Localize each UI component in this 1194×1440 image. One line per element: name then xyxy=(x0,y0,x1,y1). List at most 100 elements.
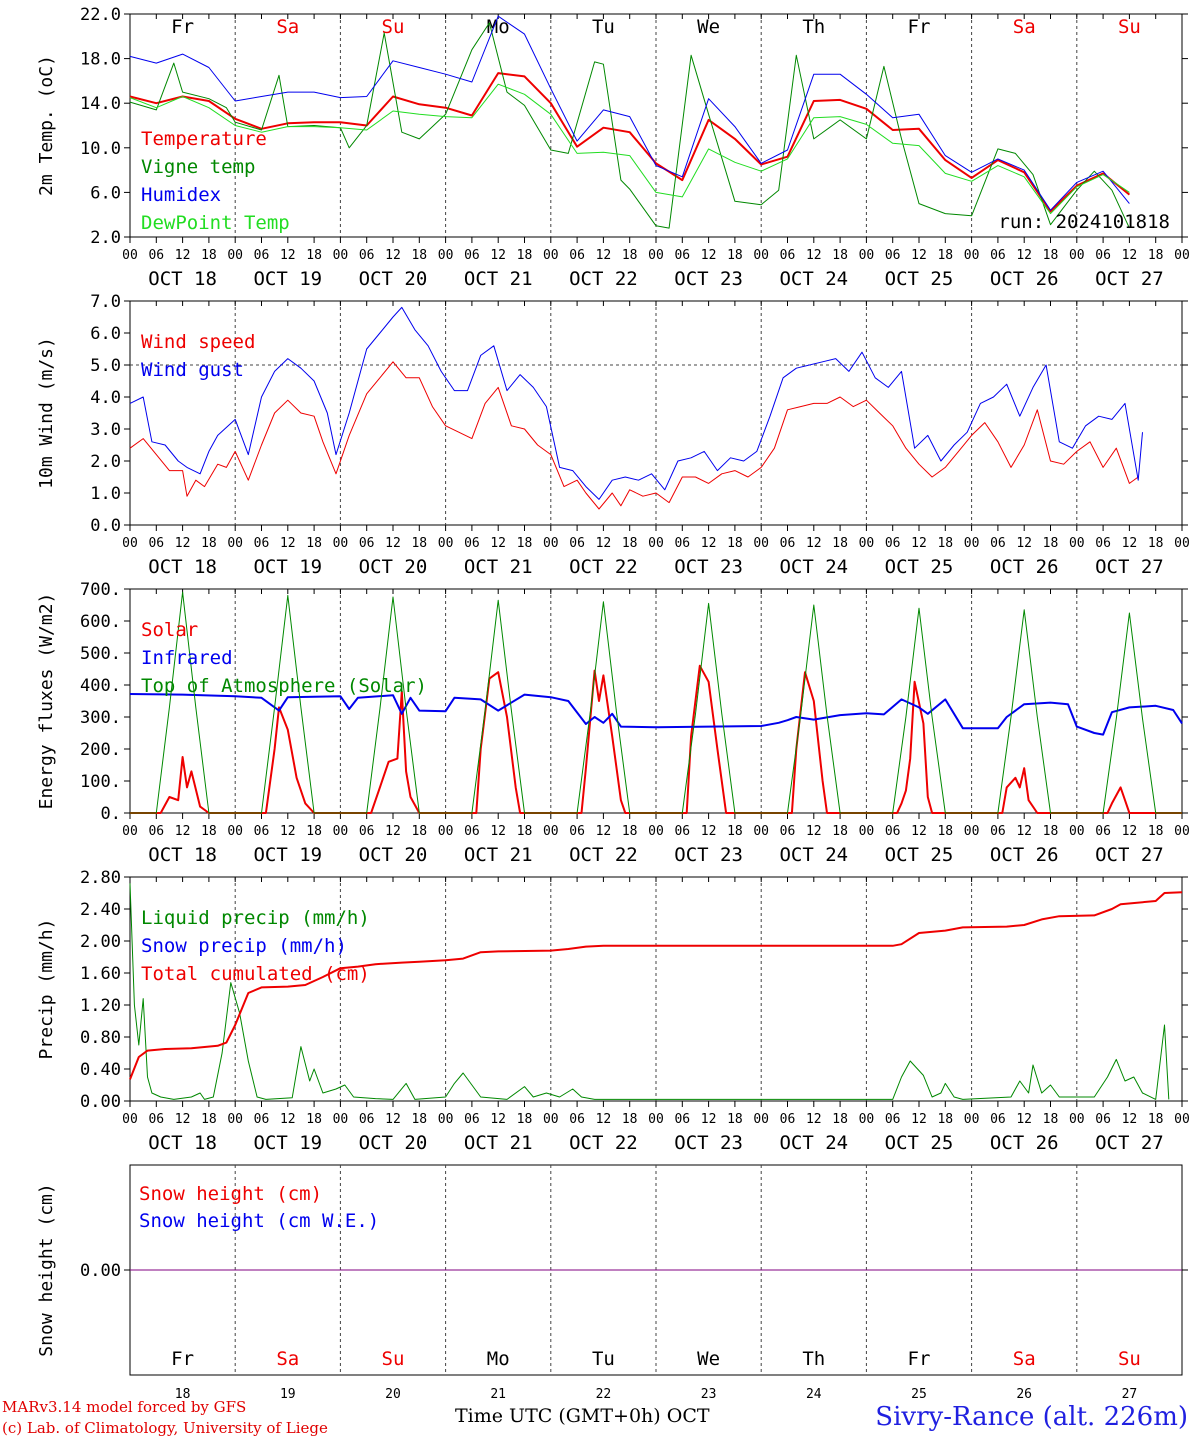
x-tick-label: 12 xyxy=(490,248,506,263)
x-tick-label: 00 xyxy=(333,248,349,263)
x-tick-label: 18 xyxy=(1148,536,1164,551)
x-tick-label: 12 xyxy=(1016,536,1032,551)
x-tick-label: 12 xyxy=(596,248,612,263)
date-number-label: 24 xyxy=(806,1387,822,1400)
x-tick-label: 18 xyxy=(306,824,322,839)
panel-temp: 2.0 6.0 10.0 14.0 18.0 22.0 2m Temp. (oC) 00 06 1… xyxy=(36,5,1190,290)
day-name: Th xyxy=(802,16,825,38)
y-tick-label: 500. xyxy=(80,644,121,664)
panel-wind: 0.0 1.0 2.0 3.0 4.0 5.0 6.0 7.0 10m Wind (m/s) 00… xyxy=(36,292,1190,578)
x-tick-label: 00 xyxy=(333,536,349,551)
y-tick-label: 400. xyxy=(80,676,121,696)
x-tick-label: 12 xyxy=(1016,824,1032,839)
x-tick-label: 06 xyxy=(148,248,164,263)
day-name: Mo xyxy=(487,1348,510,1370)
x-tick-label: 00 xyxy=(1174,824,1190,839)
series-line xyxy=(129,361,1139,510)
date-number-label: 21 xyxy=(490,1387,506,1400)
x-tick-label: 18 xyxy=(1043,1112,1059,1127)
x-tick-label: 06 xyxy=(885,536,901,551)
series-line xyxy=(129,883,1170,1100)
time-axis-label: Time UTC (GMT+0h) OCT xyxy=(455,1405,710,1427)
x-tick-label: 06 xyxy=(990,536,1006,551)
date-label: OCT 22 xyxy=(569,268,638,290)
legend-entry: Vigne temp xyxy=(141,156,255,178)
x-tick-label: 12 xyxy=(701,824,717,839)
x-tick-label: 00 xyxy=(648,248,664,263)
date-label: OCT 21 xyxy=(464,1132,533,1154)
date-label: OCT 20 xyxy=(359,844,428,866)
x-tick-label: 00 xyxy=(543,824,559,839)
x-tick-label: 00 xyxy=(1174,1112,1190,1127)
y-tick-label: 5.0 xyxy=(90,356,121,376)
y-tick-label: 0.40 xyxy=(80,1060,121,1080)
x-tick-label: 00 xyxy=(227,536,243,551)
date-number-label: 20 xyxy=(385,1387,401,1400)
y-tick-label: 7.0 xyxy=(90,292,121,312)
x-tick-label: 00 xyxy=(1069,536,1085,551)
x-tick-label: 00 xyxy=(753,824,769,839)
x-tick-label: 18 xyxy=(1148,248,1164,263)
x-tick-label: 00 xyxy=(648,536,664,551)
date-label: OCT 25 xyxy=(885,1132,954,1154)
run-annotation: run: 2024101818 xyxy=(998,211,1170,233)
x-tick-label: 06 xyxy=(990,824,1006,839)
y-axis-label: 2m Temp. (oC) xyxy=(36,55,57,196)
x-tick-label: 06 xyxy=(674,536,690,551)
x-tick-label: 12 xyxy=(1122,1112,1138,1127)
x-tick-label: 12 xyxy=(385,248,401,263)
y-tick-label: 0. xyxy=(101,804,121,824)
x-tick-label: 00 xyxy=(648,1112,664,1127)
x-tick-label: 18 xyxy=(832,824,848,839)
y-axis-label: 10m Wind (m/s) xyxy=(36,337,57,489)
day-name: Sa xyxy=(1013,1348,1036,1370)
x-tick-label: 18 xyxy=(201,248,217,263)
x-tick-label: 00 xyxy=(1174,248,1190,263)
date-label: OCT 23 xyxy=(674,268,743,290)
x-tick-label: 12 xyxy=(806,248,822,263)
legend-entry: Wind gust xyxy=(141,359,244,381)
x-tick-label: 06 xyxy=(359,536,375,551)
x-tick-label: 00 xyxy=(1069,824,1085,839)
x-tick-label: 06 xyxy=(990,248,1006,263)
x-tick-label: 00 xyxy=(859,248,875,263)
date-label: OCT 23 xyxy=(674,1132,743,1154)
x-tick-label: 12 xyxy=(806,536,822,551)
x-tick-label: 18 xyxy=(937,824,953,839)
y-tick-label: 200. xyxy=(80,740,121,760)
x-tick-label: 00 xyxy=(122,824,138,839)
x-tick-label: 12 xyxy=(490,536,506,551)
station-name: Sivry-Rance (alt. 226m) xyxy=(875,1402,1188,1432)
date-label: OCT 23 xyxy=(674,556,743,578)
date-label: OCT 18 xyxy=(148,268,217,290)
x-tick-label: 06 xyxy=(254,1112,270,1127)
y-axis-label: Snow height (cm) xyxy=(36,1183,57,1356)
day-name: We xyxy=(697,16,720,38)
panel-energy: 0. 100. 200. 300. 400. 500. 600. 700. Energy flu… xyxy=(36,580,1190,866)
x-tick-label: 06 xyxy=(780,248,796,263)
y-axis-label: Precip (mm/h) xyxy=(36,919,57,1060)
day-name: Fr xyxy=(908,1348,931,1370)
x-tick-label: 18 xyxy=(937,248,953,263)
x-tick-label: 00 xyxy=(227,824,243,839)
x-tick-label: 00 xyxy=(964,1112,980,1127)
x-tick-label: 18 xyxy=(727,536,743,551)
date-label: OCT 23 xyxy=(674,844,743,866)
x-tick-label: 06 xyxy=(990,1112,1006,1127)
x-tick-label: 00 xyxy=(438,248,454,263)
date-number-label: 26 xyxy=(1016,1387,1032,1400)
x-tick-label: 12 xyxy=(385,1112,401,1127)
x-tick-label: 00 xyxy=(964,824,980,839)
x-tick-label: 18 xyxy=(1043,248,1059,263)
x-tick-label: 12 xyxy=(280,248,296,263)
x-tick-label: 18 xyxy=(517,536,533,551)
y-tick-label: 100. xyxy=(80,772,121,792)
day-name: Mo xyxy=(487,16,510,38)
x-tick-label: 06 xyxy=(780,536,796,551)
day-name: Su xyxy=(1118,16,1141,38)
x-tick-label: 12 xyxy=(701,1112,717,1127)
x-tick-label: 12 xyxy=(806,1112,822,1127)
x-tick-label: 06 xyxy=(359,1112,375,1127)
date-label: OCT 19 xyxy=(253,1132,322,1154)
x-tick-label: 00 xyxy=(227,1112,243,1127)
